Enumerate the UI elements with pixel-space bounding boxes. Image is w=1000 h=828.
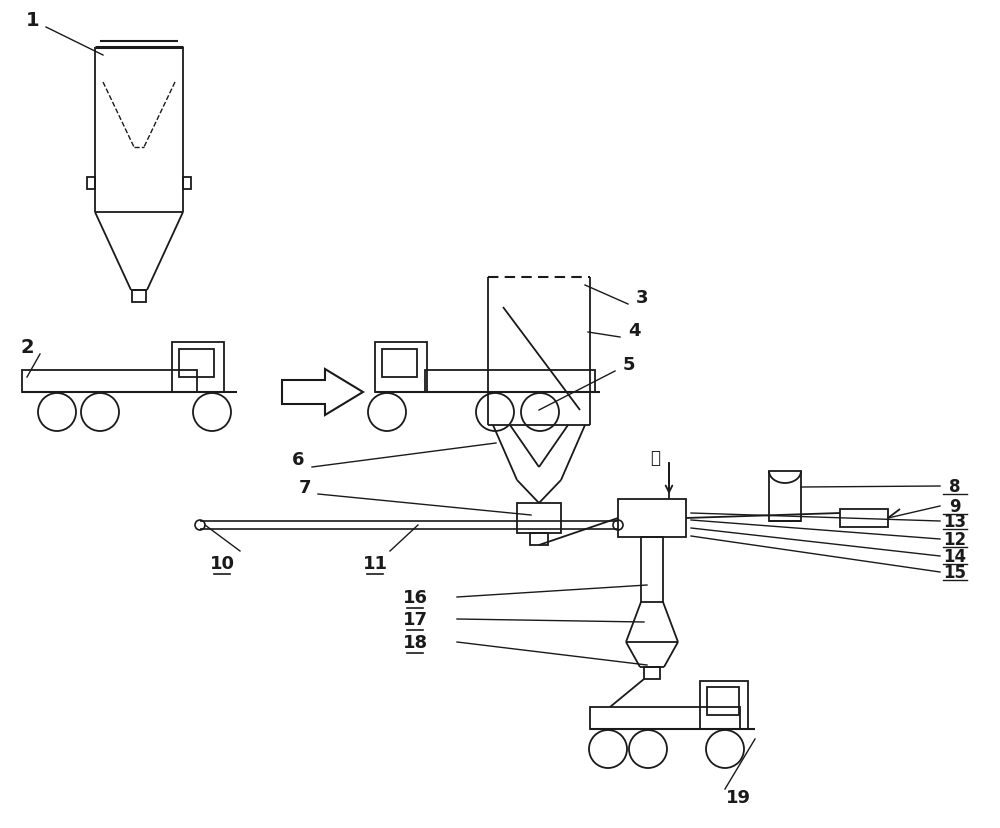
Text: 10: 10 [210, 554, 235, 572]
Text: 2: 2 [20, 337, 34, 356]
Bar [641, 537, 663, 602]
Text: 13: 13 [943, 513, 967, 531]
Text: 9: 9 [949, 498, 961, 515]
Bar [530, 533, 548, 546]
Bar [382, 349, 417, 378]
Bar [22, 371, 197, 392]
Text: 6: 6 [292, 450, 304, 469]
Bar [707, 687, 739, 715]
Bar [87, 178, 95, 190]
Bar [425, 371, 595, 392]
Bar [769, 471, 801, 522]
Text: 12: 12 [943, 531, 967, 548]
Bar [590, 707, 740, 729]
Text: 1: 1 [26, 11, 40, 30]
Bar [375, 343, 427, 392]
Text: 8: 8 [949, 478, 961, 495]
Text: 3: 3 [636, 289, 648, 306]
Bar [179, 349, 214, 378]
Bar [172, 343, 224, 392]
Text: 17: 17 [403, 610, 428, 628]
Text: 11: 11 [363, 554, 388, 572]
Bar [840, 509, 888, 527]
Bar [132, 291, 146, 303]
Bar [700, 681, 748, 729]
Text: 16: 16 [403, 588, 428, 606]
Text: 15: 15 [944, 563, 966, 581]
Text: 风: 风 [650, 449, 660, 466]
Text: 18: 18 [402, 633, 428, 651]
Bar [618, 499, 686, 537]
Text: 5: 5 [623, 355, 635, 373]
Text: 4: 4 [628, 321, 640, 339]
Text: 19: 19 [726, 788, 750, 806]
Bar [644, 667, 660, 679]
Text: 7: 7 [299, 479, 311, 497]
Bar [183, 178, 191, 190]
Text: 14: 14 [943, 547, 967, 566]
Bar [517, 503, 561, 533]
